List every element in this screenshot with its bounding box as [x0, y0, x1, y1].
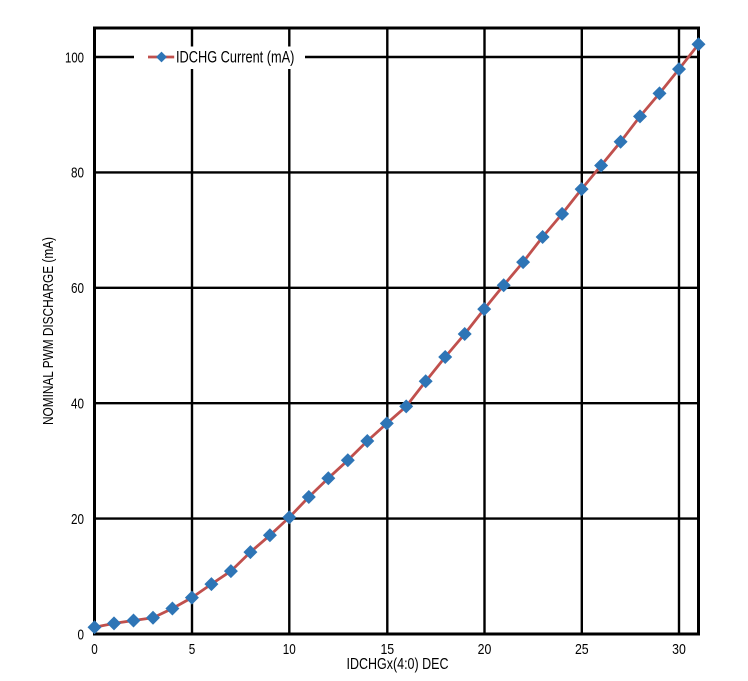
svg-text:20: 20: [71, 511, 84, 528]
svg-text:30: 30: [672, 641, 686, 658]
svg-text:5: 5: [189, 641, 196, 658]
svg-text:40: 40: [71, 396, 84, 413]
svg-text:IDCHGx(4:0) DEC: IDCHGx(4:0) DEC: [347, 656, 449, 673]
svg-text:IDCHG Current (mA): IDCHG Current (mA): [176, 48, 294, 67]
svg-text:60: 60: [71, 280, 84, 297]
svg-text:0: 0: [91, 641, 98, 658]
svg-text:0: 0: [78, 626, 85, 643]
svg-text:20: 20: [478, 641, 492, 658]
svg-text:NOMINAL PWM DISCHARGE (mA): NOMINAL PWM DISCHARGE (mA): [40, 237, 57, 425]
svg-text:80: 80: [71, 165, 84, 182]
svg-text:25: 25: [575, 641, 589, 658]
svg-text:15: 15: [380, 641, 394, 658]
svg-text:100: 100: [65, 49, 84, 66]
svg-text:10: 10: [283, 641, 296, 658]
